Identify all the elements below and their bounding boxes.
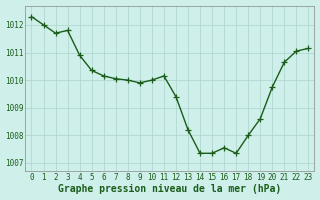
X-axis label: Graphe pression niveau de la mer (hPa): Graphe pression niveau de la mer (hPa) [58, 184, 282, 194]
